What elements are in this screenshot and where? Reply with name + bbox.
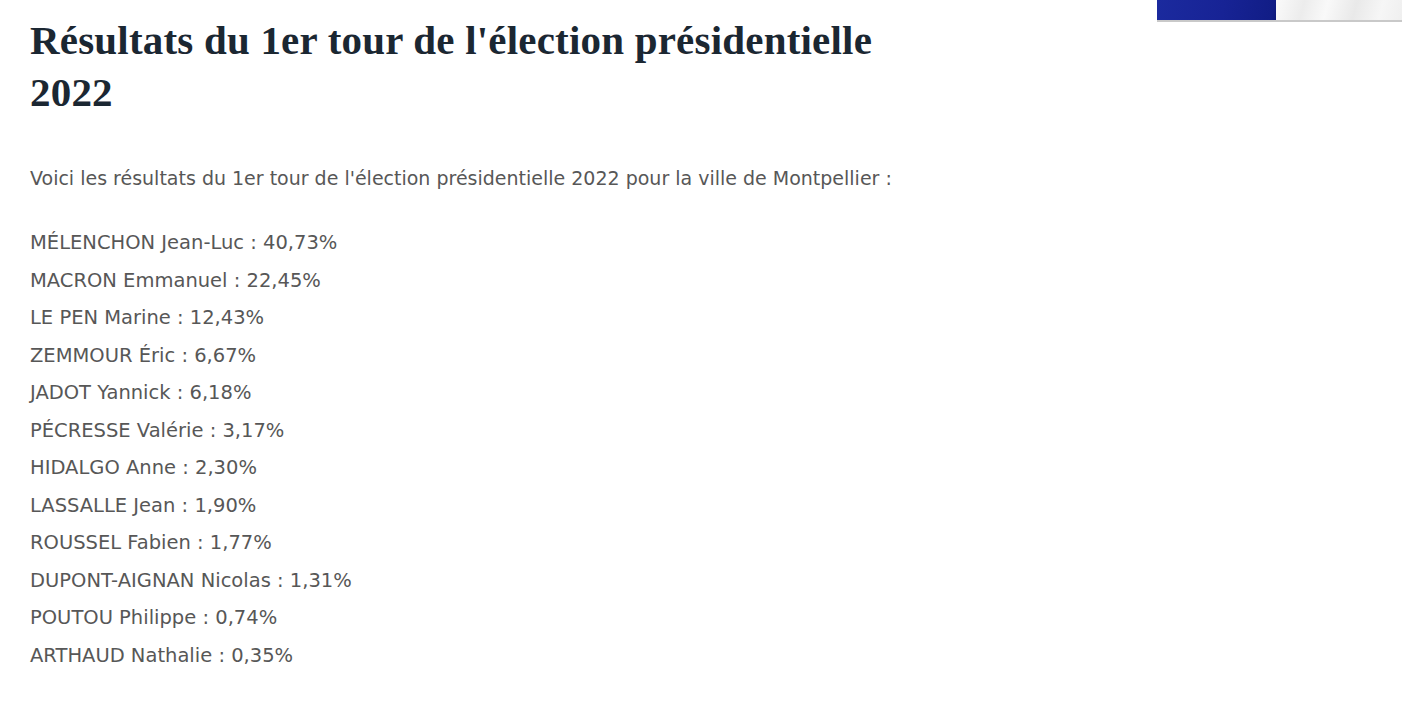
separator: : (171, 381, 190, 404)
separator: : (228, 269, 247, 292)
result-item-melenchon: MÉLENCHON Jean-Luc : 40,73% (30, 224, 352, 262)
page-title-line-2: 2022 (30, 66, 872, 118)
result-item-hidalgo: HIDALGO Anne : 2,30% (30, 449, 352, 487)
candidate-name: ROUSSEL Fabien (30, 531, 191, 554)
result-item-jadot: JADOT Yannick : 6,18% (30, 374, 352, 412)
candidate-percentage: 2,30% (195, 456, 257, 479)
separator: : (212, 644, 231, 667)
candidate-name: MACRON Emmanuel (30, 269, 228, 292)
candidate-name: PÉCRESSE Valérie (30, 419, 203, 442)
french-flag-image (1157, 0, 1402, 22)
page-title-line-1: Résultats du 1er tour de l'élection prés… (30, 14, 872, 66)
candidate-name: ZEMMOUR Éric (30, 344, 175, 367)
candidate-name: LASSALLE Jean (30, 494, 175, 517)
result-item-lepen: LE PEN Marine : 12,43% (30, 299, 352, 337)
flag-white-stripe (1276, 0, 1402, 20)
candidate-name: POUTOU Philippe (30, 606, 196, 629)
intro-paragraph: Voici les résultats du 1er tour de l'éle… (30, 164, 892, 192)
candidate-percentage: 0,35% (231, 644, 293, 667)
candidate-name: LE PEN Marine (30, 306, 171, 329)
candidate-name: ARTHAUD Nathalie (30, 644, 212, 667)
candidate-percentage: 12,43% (190, 306, 264, 329)
candidate-percentage: 22,45% (246, 269, 320, 292)
candidate-percentage: 0,74% (215, 606, 277, 629)
separator: : (175, 494, 194, 517)
candidate-percentage: 6,67% (194, 344, 256, 367)
results-list: MÉLENCHON Jean-Luc : 40,73% MACRON Emman… (30, 224, 352, 674)
candidate-percentage: 6,18% (190, 381, 252, 404)
candidate-name: MÉLENCHON Jean-Luc (30, 231, 244, 254)
candidate-percentage: 3,17% (222, 419, 284, 442)
separator: : (171, 306, 190, 329)
result-item-arthaud: ARTHAUD Nathalie : 0,35% (30, 637, 352, 675)
candidate-percentage: 1,90% (194, 494, 256, 517)
separator: : (271, 569, 290, 592)
result-item-dupont-aignan: DUPONT-AIGNAN Nicolas : 1,31% (30, 562, 352, 600)
candidate-name: JADOT Yannick (30, 381, 171, 404)
result-item-pecresse: PÉCRESSE Valérie : 3,17% (30, 412, 352, 450)
page-title: Résultats du 1er tour de l'élection prés… (30, 14, 872, 118)
candidate-percentage: 1,77% (210, 531, 272, 554)
separator: : (196, 606, 215, 629)
result-item-poutou: POUTOU Philippe : 0,74% (30, 599, 352, 637)
separator: : (191, 531, 210, 554)
separator: : (244, 231, 263, 254)
result-item-roussel: ROUSSEL Fabien : 1,77% (30, 524, 352, 562)
result-item-lassalle: LASSALLE Jean : 1,90% (30, 487, 352, 525)
candidate-percentage: 1,31% (290, 569, 352, 592)
candidate-name: DUPONT-AIGNAN Nicolas (30, 569, 271, 592)
candidate-name: HIDALGO Anne (30, 456, 176, 479)
result-item-macron: MACRON Emmanuel : 22,45% (30, 262, 352, 300)
separator: : (176, 456, 195, 479)
separator: : (203, 419, 222, 442)
candidate-percentage: 40,73% (263, 231, 337, 254)
result-item-zemmour: ZEMMOUR Éric : 6,67% (30, 337, 352, 375)
flag-blue-stripe (1157, 0, 1276, 20)
separator: : (175, 344, 194, 367)
